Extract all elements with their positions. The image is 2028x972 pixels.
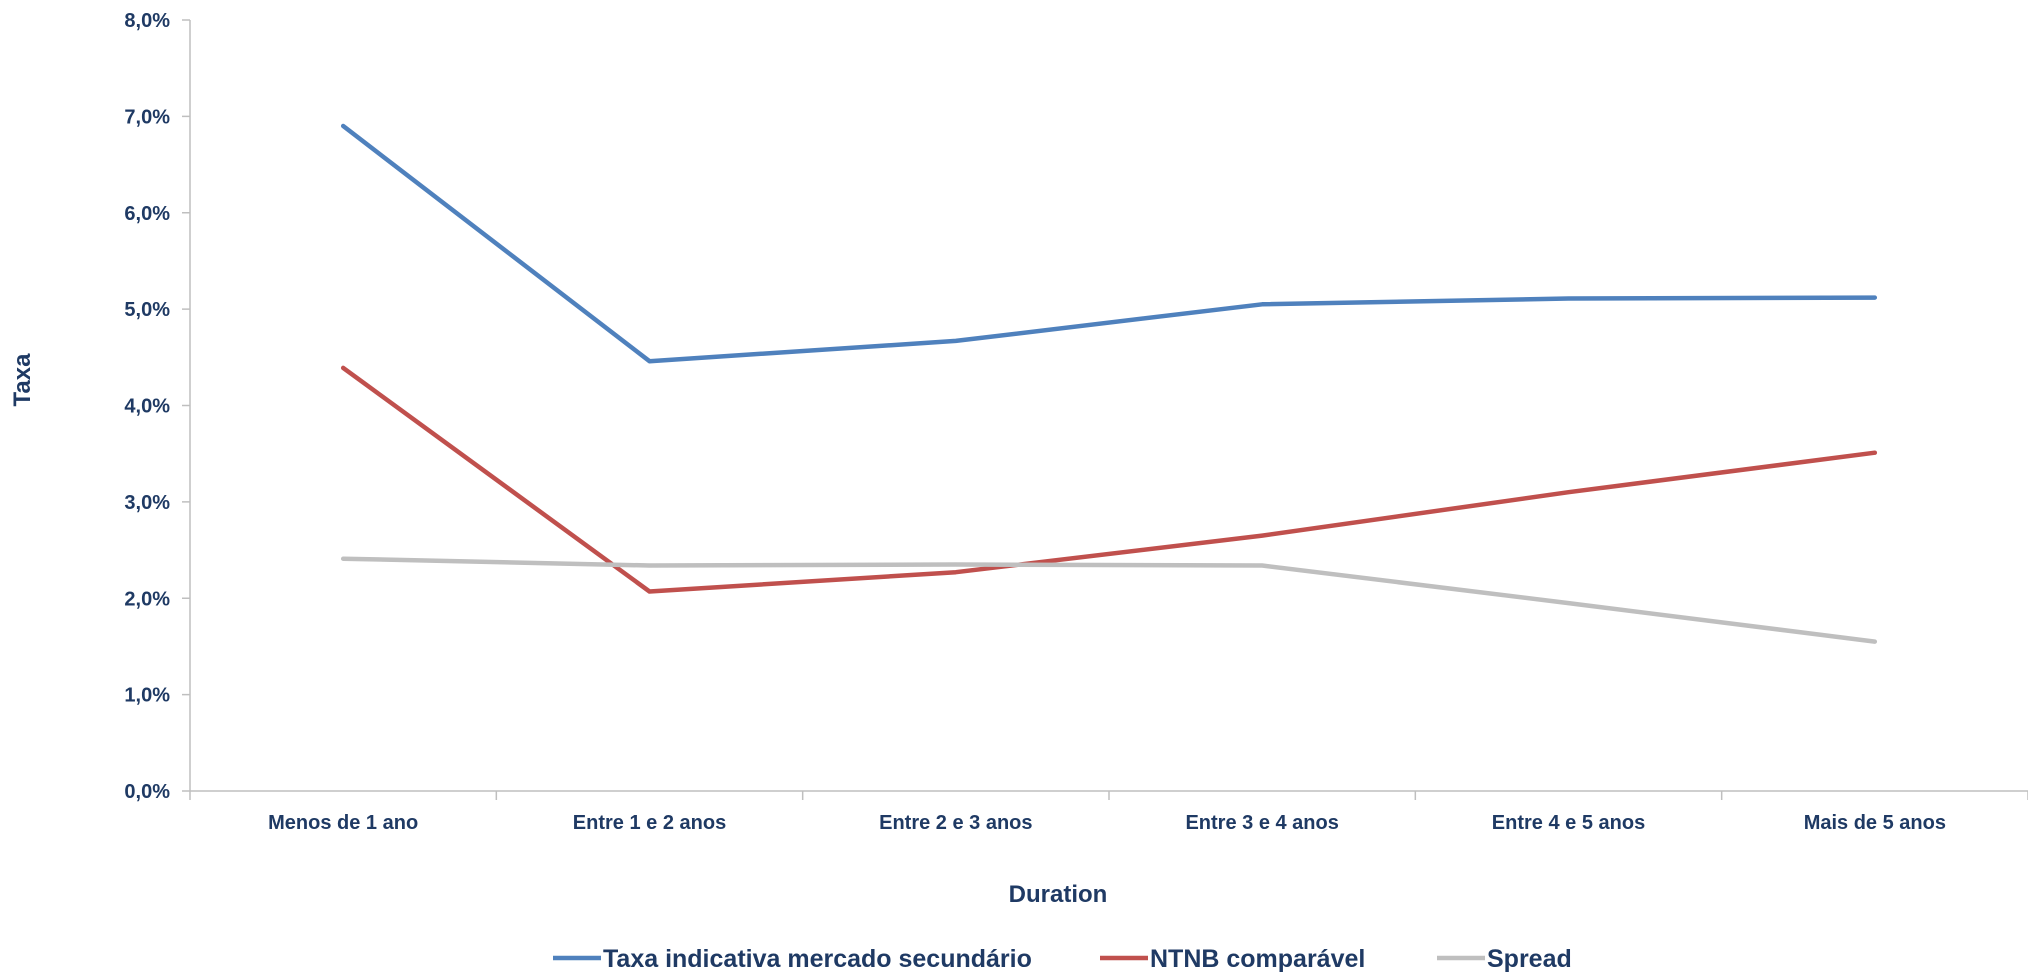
legend-label-3: Spread (1487, 945, 1572, 972)
legend-label-1: Taxa indicativa mercado secundário (603, 945, 1032, 972)
y-axis-title: Taxa (9, 353, 36, 407)
y-tick-label: 8,0% (124, 10, 170, 32)
y-tick-label: 4,0% (124, 396, 170, 418)
y-tick-label: 1,0% (124, 685, 170, 707)
x-tick-label: Entre 4 e 5 anos (1492, 812, 1645, 834)
series-line-2 (340, 365, 1878, 594)
y-ticks: 0,0% 1,0% 2,0% 3,0% 4,0% 5,0% 6,0% 7,0% 8,0% (124, 10, 190, 803)
y-tick-label: 3,0% (124, 492, 170, 514)
series-lines (340, 123, 1878, 644)
legend: Taxa indicativa mercado secundário NTNB c… (553, 945, 1572, 972)
y-tick-label: 6,0% (124, 203, 170, 225)
x-tick-label: Entre 3 e 4 anos (1185, 812, 1338, 834)
x-ticks: Menos de 1 ano Entre 1 e 2 anos Entre 2 e … (189, 791, 2028, 834)
axes (189, 20, 2028, 792)
series-line-1 (340, 123, 1878, 364)
legend-label-2: NTNB comparável (1150, 945, 1365, 972)
x-axis-title: Duration (1009, 881, 1108, 908)
y-tick-label: 5,0% (124, 299, 170, 321)
y-tick-label: 0,0% (124, 781, 170, 803)
x-tick-label: Entre 1 e 2 anos (573, 812, 726, 834)
x-tick-label: Mais de 5 anos (1804, 812, 1946, 834)
x-tick-label: Menos de 1 ano (268, 812, 418, 834)
y-tick-label: 7,0% (124, 106, 170, 128)
x-tick-label: Entre 2 e 3 anos (879, 812, 1032, 834)
series-line-3 (340, 556, 1878, 644)
y-tick-label: 2,0% (124, 588, 170, 610)
